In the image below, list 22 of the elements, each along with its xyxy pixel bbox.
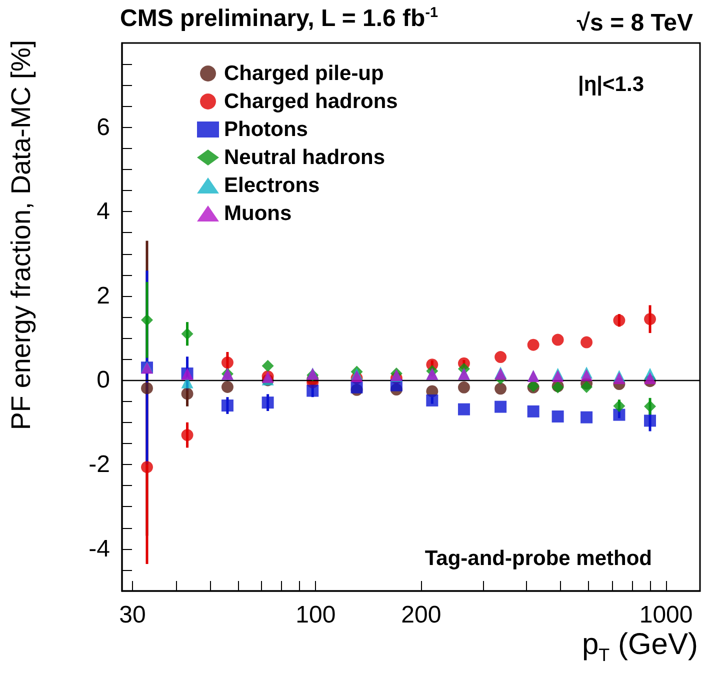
- y-tick-label: 6: [96, 114, 110, 141]
- x-tick-label: 1000: [639, 602, 693, 628]
- annotation: |η|<1.3: [578, 73, 644, 96]
- chart-title: CMS preliminary, L = 1.6 fb$^{-1}$: [120, 5, 438, 32]
- x-axis-title: p$_{T}$ (GeV): [582, 628, 698, 665]
- legend-label: Neutral hadrons: [224, 146, 386, 169]
- y-axis-title: PF energy fraction, Data-MC [%]: [6, 40, 36, 430]
- y-tick-label: -4: [88, 535, 110, 562]
- legend-label: Charged hadrons: [224, 90, 398, 113]
- x-tick-label: 200: [401, 602, 442, 628]
- chart-subtitle: √s = 8 TeV: [576, 10, 694, 36]
- legend-label: Charged pile-up: [224, 62, 384, 85]
- x-tick-label: 100: [296, 602, 336, 628]
- x-tick-label: 30: [119, 602, 146, 628]
- y-tick-label: 4: [96, 198, 110, 226]
- y-tick-label: 0: [96, 366, 110, 394]
- legend-label: Photons: [224, 118, 308, 141]
- y-tick-label: -2: [88, 451, 110, 478]
- legend-label: Electrons: [224, 174, 320, 197]
- annotation: Tag-and-probe method: [424, 547, 652, 570]
- legend-label: Muons: [224, 202, 292, 225]
- y-tick-label: 2: [96, 282, 110, 310]
